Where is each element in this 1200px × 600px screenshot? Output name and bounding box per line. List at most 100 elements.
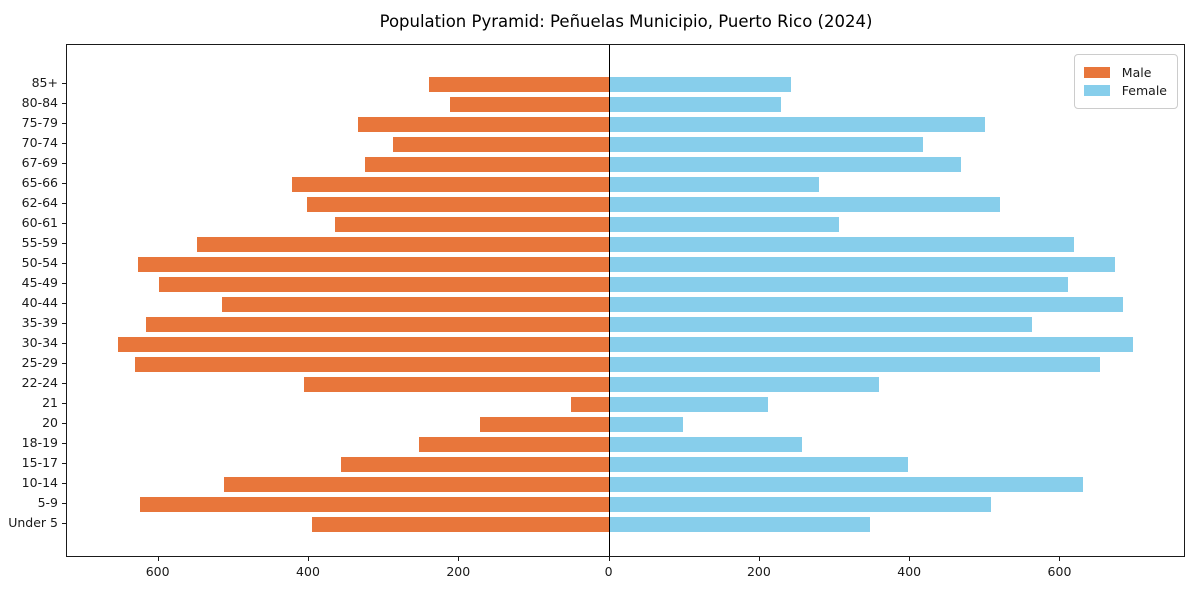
y-tick [62,323,66,324]
y-tick [62,83,66,84]
y-tick [62,283,66,284]
y-tick-label: 60-61 [21,215,58,230]
male-bar [134,356,610,372]
male-bar [197,236,610,252]
y-tick [62,223,66,224]
x-tick-label: 200 [746,564,771,579]
female-bar [609,456,908,472]
y-tick-label: 67-69 [21,155,58,170]
y-tick [62,143,66,144]
female-legend-label: Female [1121,83,1167,98]
y-tick-label: 80-84 [21,95,58,110]
male-bar [570,396,610,412]
legend-item-female: Female [1083,83,1167,98]
x-tick-label: 0 [604,564,613,579]
female-legend-swatch [1083,85,1110,96]
x-tick [458,557,460,561]
female-bar [609,436,802,452]
x-tick [307,557,309,561]
female-bar [609,116,986,132]
female-bar [609,256,1115,272]
female-bar [609,136,923,152]
y-tick-label: 40-44 [21,295,58,310]
male-bar [158,276,610,292]
female-bar [609,276,1068,292]
female-bar [609,236,1074,252]
male-legend-label: Male [1121,65,1152,80]
male-bar [419,436,610,452]
y-tick-label: 21 [42,395,58,410]
y-tick [62,463,66,464]
female-bar [609,216,839,232]
female-bar [609,76,792,92]
y-tick-label: 10-14 [21,475,58,490]
y-tick [62,483,66,484]
male-bar [364,156,610,172]
y-tick-label: 5-9 [37,495,58,510]
male-bar [480,416,610,432]
female-bar [609,356,1100,372]
y-tick-label: 20 [42,415,58,430]
female-bar [609,336,1134,352]
y-tick-label: 45-49 [21,275,58,290]
female-bar [609,476,1084,492]
legend: Male Female [1073,54,1178,109]
plot-area: Male Female [66,44,1185,557]
y-tick [62,403,66,404]
male-bar [139,496,610,512]
female-bar [609,516,870,532]
y-tick-label: 50-54 [21,255,58,270]
y-tick-label: 55-59 [21,235,58,250]
female-bar [609,416,684,432]
y-tick-label: 35-39 [21,315,58,330]
y-tick [62,383,66,384]
male-bar [137,256,610,272]
x-tick-label: 400 [296,564,320,579]
y-tick-label: Under 5 [8,515,58,530]
x-tick-label: 400 [897,564,922,579]
male-bar [334,216,610,232]
male-bar [145,316,610,332]
male-bar [429,76,610,92]
male-bar [118,336,610,352]
female-bar [609,496,992,512]
y-tick-label: 75-79 [21,115,58,130]
male-bar [340,456,610,472]
male-bar [449,96,610,112]
female-bar [609,196,1001,212]
y-tick-label: 25-29 [21,355,58,370]
legend-item-male: Male [1083,65,1167,80]
male-legend-swatch [1083,67,1110,78]
y-tick [62,303,66,304]
y-tick [62,263,66,264]
y-tick [62,343,66,344]
y-tick-label: 22-24 [21,375,58,390]
y-tick [62,203,66,204]
y-tick [62,123,66,124]
y-tick-label: 70-74 [21,135,58,150]
x-tick-label: 600 [145,564,170,579]
x-tick [157,557,159,561]
male-bar [357,116,610,132]
female-bar [609,156,962,172]
y-tick-label: 30-34 [21,335,58,350]
y-tick-label: 65-66 [21,175,58,190]
x-tick [608,557,610,561]
male-bar [221,296,610,312]
y-tick [62,163,66,164]
chart-title: Population Pyramid: Peñuelas Municipio, … [379,12,873,31]
x-tick-label: 600 [1047,564,1072,579]
y-tick-label: 18-19 [21,435,58,450]
male-bar [224,476,610,492]
y-tick [62,443,66,444]
x-tick [1059,557,1061,561]
y-tick [62,183,66,184]
male-bar [291,176,610,192]
y-tick [62,523,66,524]
y-tick [62,103,66,104]
y-tick [62,503,66,504]
y-tick-label: 15-17 [21,455,58,470]
female-bar [609,96,781,112]
male-bar [393,136,610,152]
